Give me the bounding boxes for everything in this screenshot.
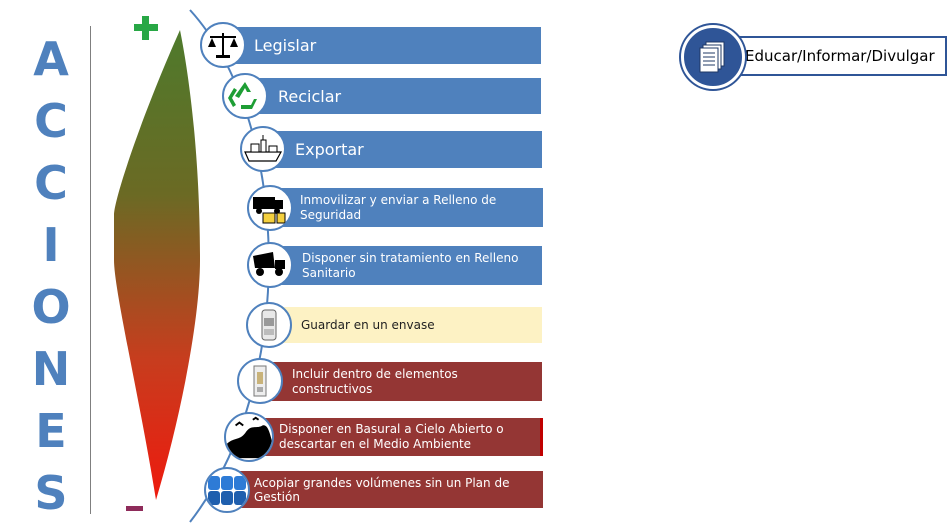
action-label: Reciclar [278, 86, 342, 106]
dump-scene-icon [224, 412, 274, 462]
action-inmovilizar: Inmovilizar y enviar a Relleno de Seguri… [276, 188, 543, 227]
container-icon [246, 302, 292, 348]
action-label: Inmovilizar y enviar a Relleno de Seguri… [300, 192, 497, 222]
action-label: Disponer en Basural a Cielo Abierto o de… [279, 422, 504, 451]
recycle-icon [222, 73, 268, 119]
title-letter: E [35, 404, 67, 458]
action-exportar: Exportar [268, 131, 542, 168]
acciones-title: A C C I O N E S [28, 28, 74, 524]
action-label: Exportar [295, 140, 364, 159]
construction-block-icon [237, 358, 283, 404]
plus-icon [134, 16, 158, 40]
title-letter: N [31, 342, 71, 396]
action-label: Legislar [254, 36, 317, 55]
action-guardar-envase: Guardar en un envase [278, 307, 542, 343]
action-label: Disponer sin tratamiento en Relleno Sani… [302, 250, 519, 280]
action-disponer-relleno: Disponer sin tratamiento en Relleno Sani… [278, 246, 542, 285]
title-letter: I [42, 218, 60, 272]
barrels-icon [204, 467, 250, 513]
action-incluir-elementos: Incluir dentro de elementos constructivo… [268, 362, 542, 401]
title-letter: C [34, 156, 68, 210]
vertical-divider [90, 26, 91, 514]
action-acopiar: Acopiar grandes volúmenes sin un Plan de… [232, 471, 543, 508]
educar-informar-divulgar-box: Educar/Informar/Divulgar [713, 36, 947, 76]
minus-icon [126, 506, 143, 511]
title-letter: C [34, 94, 68, 148]
action-label: Incluir dentro de elementos constructivo… [292, 366, 458, 396]
ship-icon [240, 126, 286, 172]
action-label: Acopiar grandes volúmenes sin un Plan de… [254, 475, 510, 504]
action-basural: Disponer en Basural a Cielo Abierto o de… [256, 418, 543, 456]
title-letter: A [33, 32, 69, 86]
action-reciclar: Reciclar [250, 78, 541, 114]
title-letter: S [34, 466, 68, 520]
truck-barrel-icon [247, 185, 293, 231]
title-letter: O [31, 280, 71, 334]
documents-icon [681, 25, 745, 89]
action-legislar: Legislar [226, 27, 541, 64]
action-label: Guardar en un envase [301, 318, 435, 332]
priority-gradient-arrow [114, 30, 200, 500]
dump-truck-icon [247, 242, 293, 288]
side-box-label: Educar/Informar/Divulgar [745, 47, 935, 65]
scales-icon [200, 22, 246, 68]
